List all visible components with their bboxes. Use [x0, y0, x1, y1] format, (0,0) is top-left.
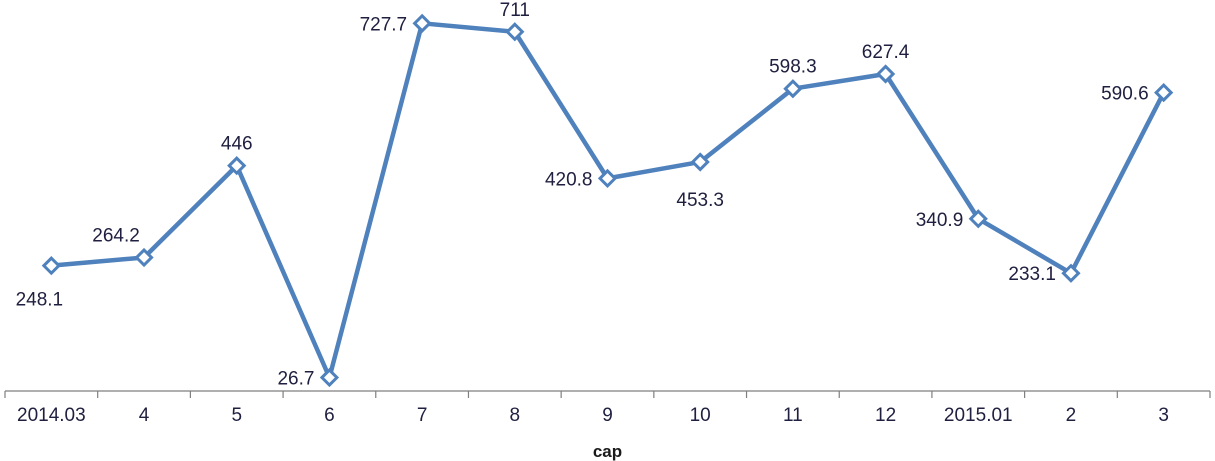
data-label: 598.3	[769, 57, 817, 78]
x-tick-label: 2014.03	[17, 405, 86, 426]
x-tick-label: 5	[231, 405, 242, 426]
x-tick-label: 2015.01	[944, 405, 1013, 426]
x-tick-label: 10	[690, 405, 711, 426]
data-point	[1061, 263, 1081, 283]
data-point	[227, 156, 247, 176]
data-label: 420.8	[545, 169, 593, 190]
data-labels: 248.1 264.2 446 26.7 727.7 711 420.8 453.3 598.3…	[16, 0, 1149, 390]
data-label: 26.7	[277, 369, 314, 390]
x-tick-label: 4	[139, 405, 150, 426]
data-label: 340.9	[916, 210, 964, 231]
data-point	[875, 64, 896, 84]
x-tick-label: 7	[417, 405, 428, 426]
data-point	[968, 209, 988, 229]
data-point	[134, 247, 154, 268]
data-label: 727.7	[360, 14, 408, 35]
x-axis: 2014.03 4 5 6 7 8 9 10 11 12 2015.01 2 3	[4, 390, 1211, 426]
data-point	[783, 79, 803, 99]
x-tick-label: 3	[1158, 405, 1169, 426]
data-label: 446	[221, 134, 253, 155]
data-point	[597, 168, 618, 189]
data-point	[41, 256, 61, 276]
x-tick-label: 8	[510, 405, 521, 426]
data-point	[505, 22, 525, 42]
data-label: 248.1	[16, 290, 64, 311]
data-label: 264.2	[92, 226, 140, 247]
x-tick-label: 2	[1066, 405, 1077, 426]
x-tick-label: 12	[875, 405, 896, 426]
x-axis-title: cap	[593, 442, 622, 461]
x-tick-label: 11	[783, 405, 803, 426]
series-line	[49, 21, 1166, 380]
data-label: 233.1	[1008, 264, 1056, 285]
data-label: 453.3	[676, 190, 724, 211]
data-label: 627.4	[862, 42, 910, 63]
data-label: 590.6	[1101, 84, 1149, 105]
data-point	[1154, 82, 1174, 103]
data-point	[690, 152, 710, 172]
x-tick-label: 9	[602, 405, 613, 426]
x-tick-label: 6	[324, 405, 335, 426]
data-label: 711	[500, 0, 530, 21]
data-point	[319, 367, 340, 388]
series-group	[41, 13, 1174, 388]
data-point	[412, 13, 432, 33]
